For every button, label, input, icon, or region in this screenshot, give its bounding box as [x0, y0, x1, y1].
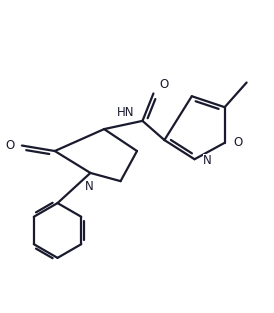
Text: O: O	[6, 139, 15, 152]
Text: N: N	[85, 180, 93, 193]
Text: O: O	[159, 78, 168, 91]
Text: N: N	[203, 154, 212, 167]
Text: O: O	[233, 136, 242, 149]
Text: HN: HN	[117, 106, 134, 119]
